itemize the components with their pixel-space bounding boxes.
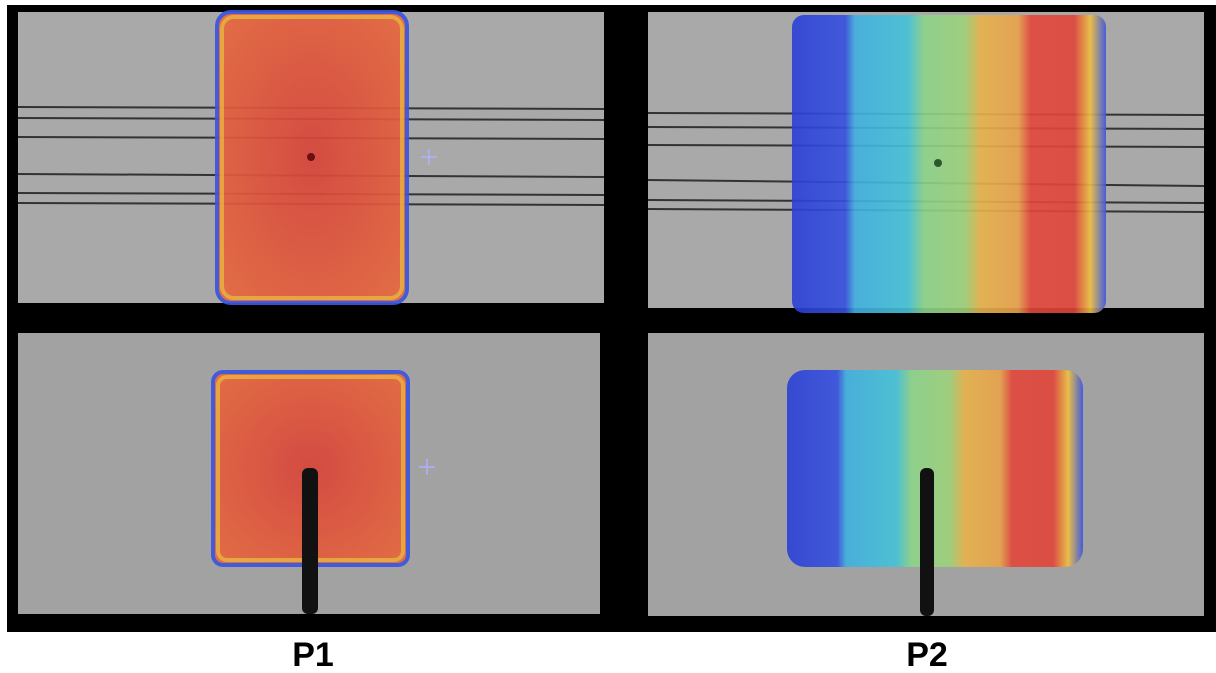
dose-overlay bbox=[787, 370, 1083, 567]
dose-overlay bbox=[792, 15, 1106, 313]
figure: P1 P2 bbox=[0, 0, 1216, 673]
needle bbox=[920, 468, 934, 616]
point bbox=[307, 153, 315, 161]
panel-label: P1 bbox=[253, 636, 373, 673]
point bbox=[934, 159, 942, 167]
needle bbox=[302, 468, 318, 614]
image-panels bbox=[0, 0, 1216, 673]
panel-label: P2 bbox=[867, 636, 987, 673]
